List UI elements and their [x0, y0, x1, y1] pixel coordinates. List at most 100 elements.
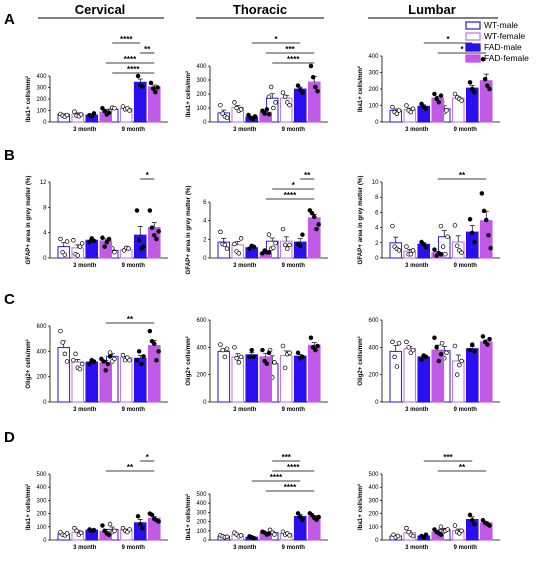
data-point [421, 242, 427, 247]
data-point [484, 217, 489, 223]
data-point [314, 226, 319, 232]
data-point [72, 109, 77, 114]
data-point [488, 245, 493, 251]
data-point [251, 535, 257, 541]
significance-label: * [146, 171, 150, 180]
significance-label: * [446, 35, 450, 44]
data-point [87, 361, 92, 367]
y-tick-label: 0 [43, 256, 47, 262]
data-point [298, 243, 303, 249]
data-point [459, 98, 464, 103]
bar [451, 360, 465, 403]
data-point [470, 517, 475, 523]
data-point [438, 223, 444, 229]
y-axis-label: Iba1+ cells/mm² [25, 484, 32, 530]
y-axis-label: Iba1+ cells/mm² [25, 76, 32, 122]
chart-panel: 0 100 200 300 400 500 Iba1+ cells/mm² 3 month 9 … [357, 453, 500, 551]
data-point [140, 84, 145, 89]
y-axis-label: GFAP+ area in grey matter (%) [357, 176, 364, 265]
data-point [445, 527, 450, 532]
x-category-label: 3 month [73, 263, 97, 269]
data-point [480, 57, 486, 62]
x-category-label: 3 month [405, 407, 429, 413]
data-point [112, 105, 117, 111]
data-point [404, 525, 409, 531]
y-axis-label: Olig2+ cells/mm² [185, 336, 192, 385]
data-point [62, 351, 68, 357]
data-point [126, 246, 131, 251]
data-point [454, 243, 460, 249]
data-point [266, 94, 272, 100]
y-tick-label: 200 [196, 373, 207, 379]
y-tick-label: 0 [43, 120, 47, 126]
bar [293, 88, 307, 123]
x-category-label: 9 month [282, 263, 306, 269]
data-point [127, 108, 132, 113]
data-point [262, 111, 267, 116]
y-tick-label: 400 [368, 485, 379, 491]
data-point [154, 357, 159, 363]
data-point [313, 347, 318, 353]
chart-panel: 0 200 400 600 Olig2+ cells/mm² 3 month 9 month [185, 318, 328, 413]
significance-label: ** [127, 463, 134, 472]
data-point [467, 347, 473, 353]
data-point [148, 80, 154, 86]
bar [119, 357, 133, 403]
row-letter-b: B [4, 147, 15, 164]
data-point [445, 234, 450, 239]
data-point [390, 223, 395, 229]
y-tick-label: 300 [368, 498, 379, 504]
y-tick-label: 0 [375, 400, 379, 406]
data-point [141, 354, 146, 359]
data-point [459, 528, 464, 534]
x-category-label: 9 month [454, 407, 478, 413]
data-point [104, 239, 110, 245]
x-category-label: 9 month [122, 127, 146, 133]
data-point [222, 242, 228, 248]
chart-panel: 0 100 200 300 400 Iba1+ cells/mm² 3 month 9 mon… [185, 35, 328, 133]
y-tick-label: 600 [368, 318, 379, 324]
y-tick-label: 400 [36, 74, 47, 80]
data-point [238, 236, 244, 241]
data-point [58, 328, 63, 334]
data-point [73, 351, 78, 357]
data-point [272, 360, 277, 365]
data-point [419, 101, 424, 107]
data-point [282, 94, 288, 100]
data-point [266, 531, 272, 536]
y-tick-label: 400 [368, 345, 379, 351]
bar [133, 81, 147, 123]
data-point [300, 354, 305, 360]
data-point [236, 251, 242, 256]
bar [417, 356, 431, 403]
data-point [264, 107, 270, 112]
y-axis-label: GFAP+ area in grey matter (%) [185, 186, 192, 275]
data-point [423, 354, 429, 360]
significance-label: ** [304, 171, 311, 180]
data-point [432, 247, 437, 252]
data-point [64, 359, 70, 364]
data-point [64, 531, 70, 536]
data-point [89, 113, 94, 119]
data-point [232, 345, 237, 350]
data-point [105, 361, 111, 367]
significance-label: * [292, 181, 296, 190]
y-axis-label: Olig2+ cells/mm² [357, 336, 364, 385]
data-point [452, 343, 458, 349]
y-tick-label: 200 [196, 92, 207, 98]
data-point [396, 248, 402, 253]
data-point [136, 238, 142, 243]
data-point [438, 524, 444, 530]
x-category-label: 9 month [282, 545, 306, 551]
data-point [404, 339, 409, 345]
data-point [79, 241, 85, 246]
data-point [487, 336, 492, 342]
data-point [408, 109, 414, 115]
data-point [75, 253, 80, 258]
y-tick-label: 300 [368, 71, 379, 77]
data-point [423, 532, 429, 537]
y-tick-label: 300 [196, 78, 207, 84]
data-point [224, 534, 230, 540]
data-point [312, 214, 317, 220]
